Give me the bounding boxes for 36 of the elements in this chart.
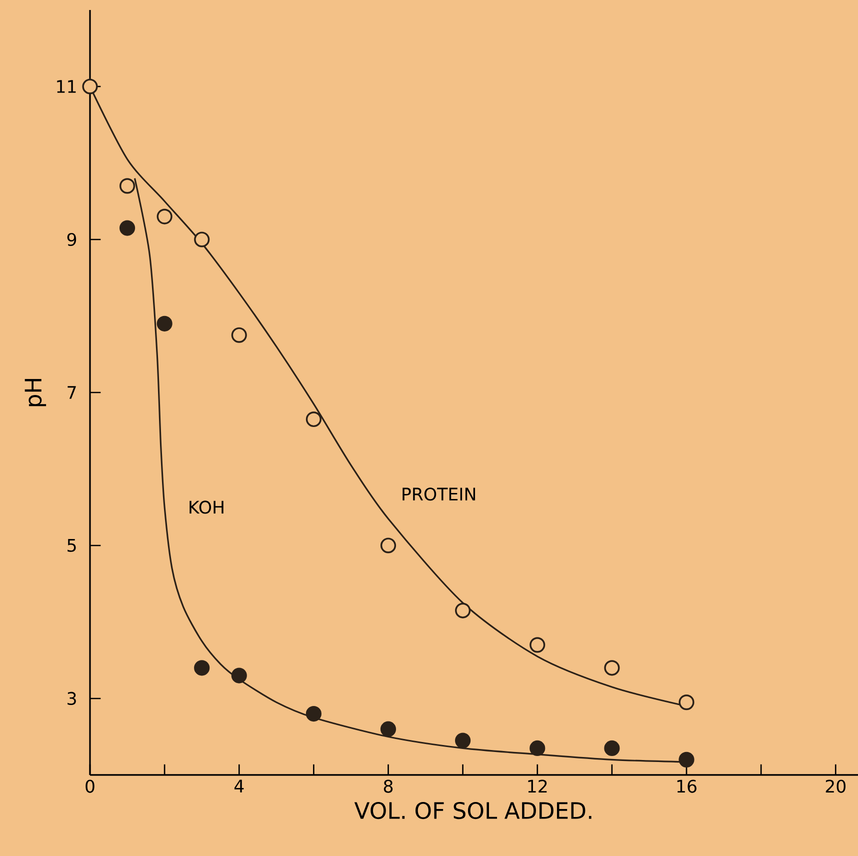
y-tick-label: 7 bbox=[68, 386, 76, 399]
point bbox=[604, 660, 620, 676]
y-tick-label: 3 bbox=[68, 692, 76, 706]
point bbox=[194, 232, 210, 248]
x-tick-label: 16 bbox=[677, 780, 696, 793]
y-tick-label: 11 bbox=[57, 80, 76, 93]
y-tick-label: 9 bbox=[67, 232, 76, 246]
point bbox=[156, 208, 172, 224]
point bbox=[231, 327, 247, 343]
point bbox=[604, 740, 620, 756]
point bbox=[530, 740, 546, 756]
y-tick-label: 5 bbox=[68, 539, 76, 552]
point bbox=[455, 602, 471, 618]
x-tick-label: 4 bbox=[234, 780, 244, 792]
series-label: KOH bbox=[190, 500, 224, 514]
x-tick-label: 20 bbox=[826, 780, 846, 793]
point bbox=[306, 411, 322, 428]
point bbox=[82, 78, 98, 94]
y-axis-title: pH bbox=[24, 378, 46, 406]
point bbox=[678, 694, 694, 710]
point bbox=[530, 637, 546, 653]
x-axis-title: VOL. OF SOL ADDED. bbox=[354, 802, 592, 820]
x-tick-label: 8 bbox=[384, 780, 393, 793]
point bbox=[194, 660, 210, 676]
x-tick-label: 12 bbox=[528, 780, 547, 793]
point bbox=[306, 706, 322, 722]
point bbox=[119, 220, 136, 236]
point bbox=[380, 538, 396, 554]
point bbox=[678, 752, 694, 768]
x-tick-label: 0 bbox=[86, 780, 94, 793]
series-label: PROTEIN bbox=[402, 488, 476, 501]
point bbox=[156, 316, 172, 332]
point bbox=[119, 178, 136, 194]
point bbox=[455, 732, 471, 748]
point bbox=[380, 721, 396, 737]
point bbox=[231, 668, 247, 684]
